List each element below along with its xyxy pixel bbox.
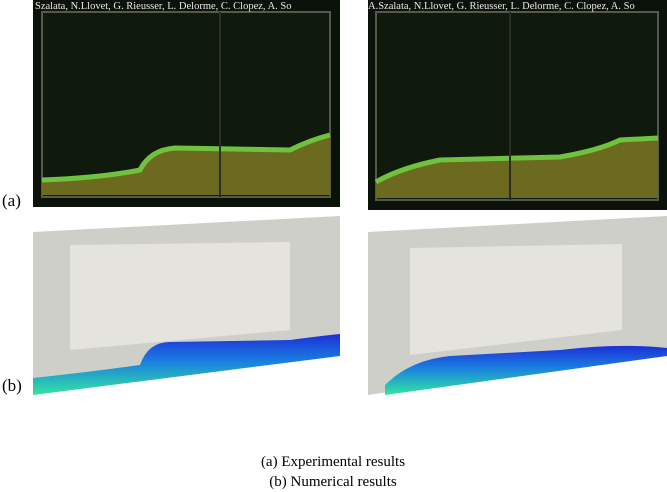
caption-line: (b) Numerical results [269, 474, 397, 490]
experiment-photo-1: Szalata, N.Llovet, G. Rieusser, L. Delor… [33, 0, 340, 207]
watermark: Szalata, N.Llovet, G. Rieusser, L. Delor… [35, 1, 292, 12]
row-label: (a) [2, 191, 21, 210]
row-label: (b) [2, 376, 22, 395]
experiment-photo-2: A.Szalata, N.Llovet, G. Rieusser, L. Del… [368, 0, 667, 210]
simulation-2 [368, 216, 667, 395]
caption-line: (a) Experimental results [261, 454, 405, 470]
watermark: A.Szalata, N.Llovet, G. Rieusser, L. Del… [368, 1, 635, 12]
simulation-1 [33, 216, 340, 395]
